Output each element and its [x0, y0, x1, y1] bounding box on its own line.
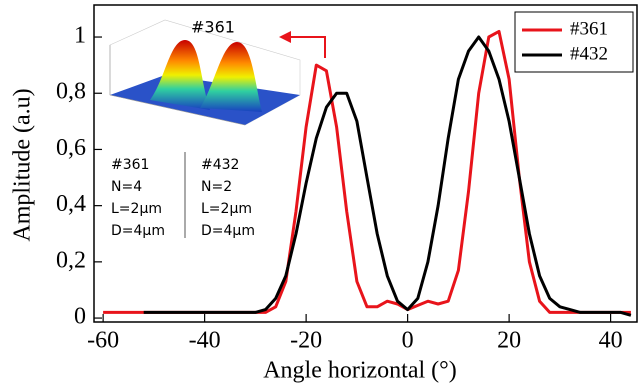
arrow-head — [279, 31, 291, 43]
inset-title: #361 — [191, 18, 235, 37]
annotation: #432 — [201, 157, 239, 173]
y-tick-label: 0,2 — [56, 247, 86, 273]
annotation: D=4µm — [111, 223, 165, 239]
annotation: L=2µm — [111, 201, 162, 217]
annotation: N=2 — [201, 179, 232, 195]
x-tick-label: 20 — [497, 328, 521, 354]
legend-label: #361 — [570, 18, 608, 39]
annotation: N=4 — [111, 179, 142, 195]
y-tick-label: 1 — [74, 23, 86, 49]
annotation: D=4µm — [201, 223, 255, 239]
y-tick-label: 0,8 — [56, 79, 86, 105]
legend: #361 #432 — [514, 11, 634, 73]
x-tick-label: -40 — [189, 328, 221, 354]
x-tick-label: 40 — [599, 328, 623, 354]
y-tick-label: 0,6 — [56, 135, 86, 161]
x-axis-title: Angle horizontal (°) — [263, 358, 457, 384]
y-axis-title: Amplitude (a.u) — [10, 88, 36, 241]
annotation: L=2µm — [201, 201, 252, 217]
arrow — [288, 36, 326, 58]
series-line — [143, 35, 632, 317]
inset-surface — [109, 19, 301, 126]
x-tick-label: 0 — [402, 328, 414, 354]
plot-frame — [93, 4, 638, 323]
annotation: #361 — [111, 157, 149, 173]
x-tick-label: -60 — [87, 328, 119, 354]
y-tick-label: 0 — [74, 304, 86, 330]
x-tick-label: -20 — [290, 328, 322, 354]
y-tick-label: 0,4 — [56, 191, 86, 217]
legend-label: #432 — [570, 43, 608, 64]
